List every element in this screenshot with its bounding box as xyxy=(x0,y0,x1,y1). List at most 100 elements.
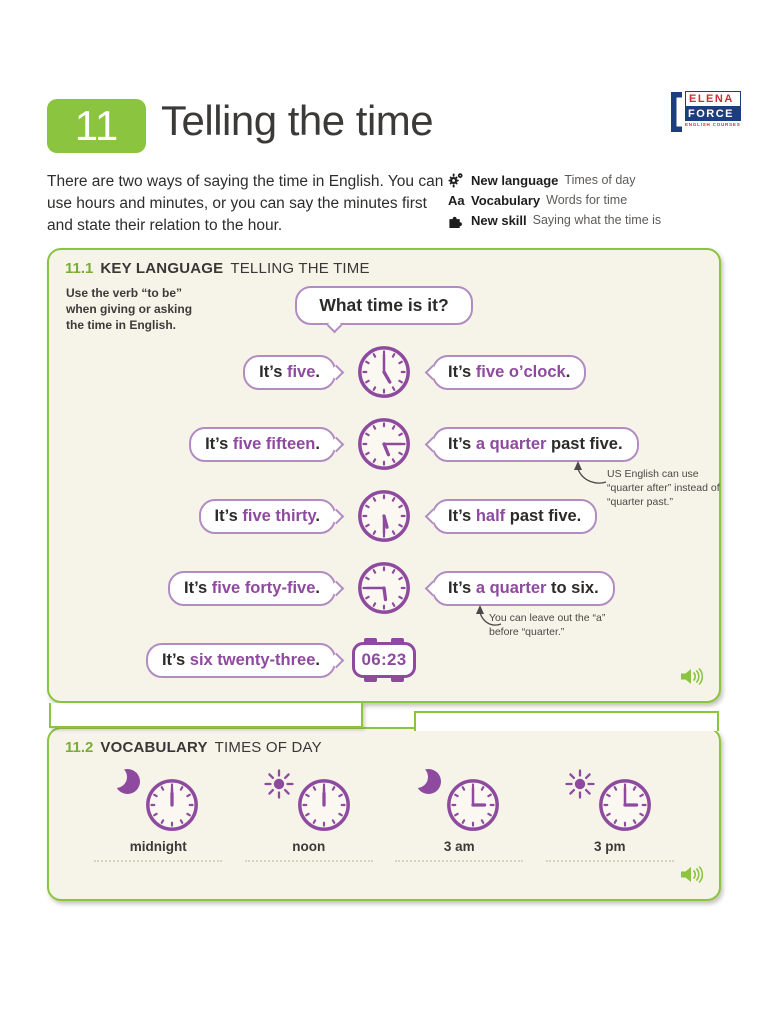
speech-bubble-left: It’s five forty-five. xyxy=(167,570,344,606)
bubble-text: to six. xyxy=(546,578,599,597)
time-examples: It’s five. It’s five o’clock. It’s five … xyxy=(49,336,719,696)
lesson-number-badge: 11 xyxy=(47,99,146,153)
panel-connector-tab xyxy=(49,703,363,728)
annotation-arrow-icon xyxy=(574,461,607,484)
logo-line-1: ELENA xyxy=(685,91,741,108)
section-vocabulary: 11.2 VOCABULARY TIMES OF DAY midnight xyxy=(47,727,721,901)
sun-icon xyxy=(264,769,294,799)
vocab-item: midnight xyxy=(94,766,223,862)
annotation-note: You can leave out the “a” before “quarte… xyxy=(489,612,606,638)
practice-line xyxy=(94,860,223,862)
moon-icon xyxy=(406,766,442,794)
digital-watch: 06:23 xyxy=(352,638,416,682)
sun-icon xyxy=(565,769,595,799)
audio-speaker-icon xyxy=(680,865,704,889)
speech-bubble-left: It’s five fifteen. xyxy=(189,426,344,462)
speech-bubble-right: It’s five o’clock. xyxy=(424,354,587,390)
time-example-row: It’s five. It’s five o’clock. xyxy=(49,336,719,408)
section-heading-bold: VOCABULARY xyxy=(100,739,208,756)
bubble-text: It’s xyxy=(448,506,476,525)
vocab-item: noon xyxy=(244,769,373,862)
lesson-objectives: New language Times of day Aa Vocabulary … xyxy=(448,170,661,230)
question-text: What time is it? xyxy=(319,295,449,315)
speech-bubble-right: It’s a quarter past five. xyxy=(424,426,639,462)
objective-value: Times of day xyxy=(564,173,636,187)
time-example-row: It’s five thirty. It’s half past five. xyxy=(49,480,719,552)
vocab-item: 3 am xyxy=(395,766,524,862)
analog-clock xyxy=(599,779,652,831)
section-1-heading: 11.1 KEY LANGUAGE TELLING THE TIME xyxy=(49,250,719,277)
time-example-row: It’s five forty-five. It’s a quarter to … xyxy=(49,552,719,624)
practice-line xyxy=(395,860,524,862)
watch-lug xyxy=(364,638,377,644)
moon-icon xyxy=(105,766,141,794)
bubble-text-highlight: five xyxy=(286,362,316,381)
annotation-note: US English can use “quarter after” inste… xyxy=(607,468,720,508)
vocab-label: 3 am xyxy=(443,839,475,854)
bubble-text: . xyxy=(315,362,320,381)
panel-connector-tab xyxy=(414,711,719,731)
audio-speaker-icon xyxy=(680,667,704,691)
vocabulary-items: midnight noon xyxy=(49,766,719,862)
bubble-text: . xyxy=(565,362,571,381)
bubble-text: past five. xyxy=(546,434,623,453)
bubble-text: It’s xyxy=(448,434,476,453)
bubble-text: . xyxy=(315,506,320,525)
watch-lug xyxy=(391,676,404,682)
analog-clock xyxy=(447,779,500,831)
side-note: Use the verb “to be” when giving or aski… xyxy=(66,286,193,333)
logo-text: ELENA FORCE ENGLISH COURSES xyxy=(685,91,741,133)
section-key-language: 11.1 KEY LANGUAGE TELLING THE TIME Use t… xyxy=(47,248,721,703)
watch-lug xyxy=(364,676,377,682)
section-number: 11.2 xyxy=(65,739,94,756)
bubble-text-highlight: five thirty xyxy=(242,506,316,525)
bubble-text-highlight: half xyxy=(475,506,506,525)
objective-value: Words for time xyxy=(546,193,628,207)
section-number: 11.1 xyxy=(65,260,94,277)
bubble-text: . xyxy=(315,578,320,597)
aa-icon: Aa xyxy=(448,192,465,208)
speech-bubble-left: It’s six twenty-three. xyxy=(145,642,344,678)
analog-clock xyxy=(358,346,410,398)
objective-label: New language xyxy=(471,172,559,188)
objective-label: New skill xyxy=(471,212,527,228)
logo-tagline: ENGLISH COURSES xyxy=(685,122,741,128)
bubble-text: past five. xyxy=(505,506,582,525)
puzzle-icon xyxy=(448,213,471,228)
logo-line-2: FORCE xyxy=(685,107,741,122)
bubble-text: It’s xyxy=(214,506,243,525)
bubble-text: It’s xyxy=(161,650,190,669)
bubble-text: It’s xyxy=(448,362,476,381)
vocab-label: 3 pm xyxy=(593,839,626,854)
bubble-text: . xyxy=(315,650,320,669)
bubble-text: It’s xyxy=(183,578,212,597)
analog-clock xyxy=(358,490,410,542)
gear-icon xyxy=(448,172,471,188)
question-bubble: What time is it? xyxy=(295,286,473,333)
vocab-label: noon xyxy=(292,839,326,854)
logo-bracket-icon xyxy=(671,92,682,132)
time-example-row: It’s six twenty-three. 06:23 xyxy=(49,624,719,696)
objective-new-language: New language Times of day xyxy=(448,170,661,190)
annotation-arrow-icon xyxy=(476,605,502,626)
bubble-tail xyxy=(327,317,343,333)
digital-time: 06:23 xyxy=(361,650,407,669)
section-heading-bold: KEY LANGUAGE xyxy=(100,260,224,277)
analog-clock xyxy=(358,562,410,614)
time-example-row: It’s five fifteen. It’s a quarter past f… xyxy=(49,408,719,480)
practice-line xyxy=(244,860,373,862)
objective-value: Saying what the time is xyxy=(532,213,662,227)
practice-line xyxy=(545,860,674,862)
section-heading-rest: TIMES OF DAY xyxy=(214,739,322,756)
question-bubble-wrap: What time is it? xyxy=(49,286,719,333)
analog-clock xyxy=(298,779,351,831)
objective-new-skill: New skill Saying what the time is xyxy=(448,210,661,230)
bubble-text-highlight: five fifteen xyxy=(232,434,316,453)
publisher-logo: ELENA FORCE ENGLISH COURSES xyxy=(670,91,741,133)
page-title: Telling the time xyxy=(161,97,434,144)
objective-label: Vocabulary xyxy=(471,192,541,208)
bubble-text-highlight: a quarter xyxy=(475,578,547,597)
speech-bubble-left: It’s five. xyxy=(243,354,344,390)
vocab-label: midnight xyxy=(129,839,187,854)
